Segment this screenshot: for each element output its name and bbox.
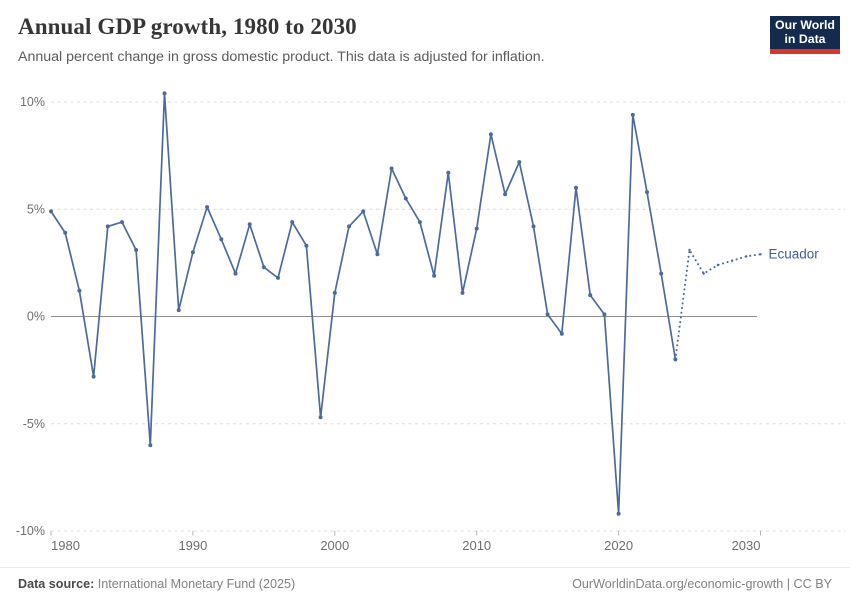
data-point-1999[interactable] [318,415,323,420]
owid-logo-line2: in Data [784,31,826,46]
data-point-1980[interactable] [49,209,53,214]
data-point-1984[interactable] [105,224,110,229]
gdp-growth-line-chart: 10% 5% 0% -5% -10% 1980 1990 2000 2010 2020 2030 Ec… [16,91,845,553]
data-point-2008[interactable] [446,170,451,175]
data-point-2028[interactable] [730,259,734,262]
page-title: Annual GDP growth, 1980 to 2030 [18,14,357,39]
data-point-1992[interactable] [219,237,224,242]
data-point-1983[interactable] [91,374,96,379]
data-point-2002[interactable] [361,209,366,214]
data-source-label: Data source: [18,577,95,591]
data-point-1989[interactable] [176,308,181,313]
data-point-2007[interactable] [432,273,437,278]
data-point-2016[interactable] [559,331,564,336]
y-axis-label--5: -5% [23,417,45,431]
data-point-2017[interactable] [574,185,578,190]
data-point-1995[interactable] [261,265,266,270]
x-axis-label-2000: 2000 [320,538,349,553]
data-point-2001[interactable] [347,224,351,229]
owid-logo-text: Our World in Data [770,16,840,49]
projection-line[interactable] [674,249,762,361]
data-point-2014[interactable] [531,224,536,229]
y-axis-label-0: 0% [27,310,45,324]
data-point-2003[interactable] [375,252,380,257]
data-point-1996[interactable] [276,275,280,280]
data-point-2011[interactable] [488,132,493,137]
data-point-2010[interactable] [474,226,479,231]
data-point-1986[interactable] [134,248,139,252]
data-point-2021[interactable] [630,112,635,117]
owid-logo[interactable]: Our World in Data [770,16,840,54]
y-axis-label-10: 10% [20,95,45,109]
data-point-1994[interactable] [247,222,252,227]
data-point-2025[interactable] [688,248,691,252]
data-point-2013[interactable] [517,160,522,165]
data-source-value: International Monetary Fund (2025) [97,577,296,591]
data-point-1993[interactable] [233,271,238,276]
data-point-2005[interactable] [403,196,408,201]
data-point-1988[interactable] [162,91,167,96]
chart-footer: Data source: International Monetary Fund… [0,567,850,600]
license-link[interactable]: OurWorldinData.org/economic-growth | CC … [572,577,832,591]
data-point-2029[interactable] [745,255,748,258]
data-point-2019[interactable] [602,312,607,317]
data-point-2030[interactable] [759,253,762,256]
data-point-1998[interactable] [304,243,309,248]
chart-subtitle: Annual percent change in gross domestic … [18,49,545,65]
data-point-1987[interactable] [148,443,153,448]
data-point-2022[interactable] [645,190,649,195]
data-source: Data source: International Monetary Fund… [18,577,295,600]
data-point-2012[interactable] [503,192,508,197]
owid-logo-red-strip [770,48,840,54]
data-point-2006[interactable] [417,220,422,225]
y-axis-label--10: -10% [16,524,45,538]
data-point-2020[interactable] [616,511,621,516]
data-point-2026[interactable] [702,272,705,275]
data-point-1991[interactable] [205,205,210,210]
x-axis-label-2030: 2030 [732,538,761,553]
x-axis-label-1990: 1990 [178,538,207,553]
data-point-1985[interactable] [120,220,124,225]
data-point-2015[interactable] [545,312,550,317]
x-axis-label-1980: 1980 [51,538,80,553]
x-axis-label-2020: 2020 [604,538,633,553]
data-point-1981[interactable] [63,230,68,235]
y-axis-label-5: 5% [27,202,45,216]
data-point-1982[interactable] [77,288,82,293]
data-point-2009[interactable] [460,290,465,295]
entity-label[interactable]: Ecuador [769,247,820,262]
data-point-2023[interactable] [659,271,664,276]
data-point-2000[interactable] [332,290,337,295]
data-point-1997[interactable] [290,220,295,225]
data-line[interactable] [50,92,677,515]
data-point-1990[interactable] [190,250,195,255]
owid-logo-line1: Our World [775,18,835,32]
chart-header: Annual GDP growth, 1980 to 2030 Annual p… [18,14,755,67]
data-point-2004[interactable] [389,166,394,171]
data-point-2027[interactable] [716,263,720,267]
data-point-2018[interactable] [588,293,593,298]
data-point-2024[interactable] [674,358,677,361]
x-axis-label-2010: 2010 [462,538,491,553]
